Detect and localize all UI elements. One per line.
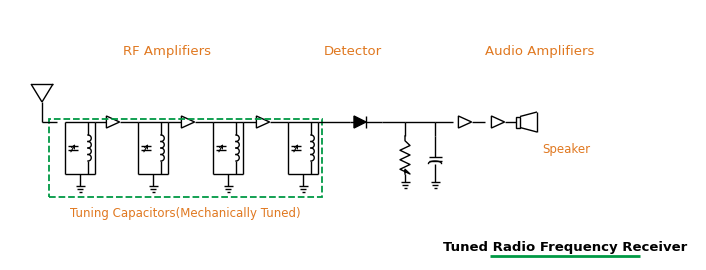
Text: Tuned Radio Frequency Receiver: Tuned Radio Frequency Receiver — [443, 241, 687, 255]
Text: RF Amplifiers: RF Amplifiers — [123, 45, 211, 58]
Text: Tuning Capacitors(Mechanically Tuned): Tuning Capacitors(Mechanically Tuned) — [70, 207, 300, 220]
Text: Detector: Detector — [324, 45, 382, 58]
Text: Audio Amplifiers: Audio Amplifiers — [485, 45, 594, 58]
Text: Speaker: Speaker — [542, 143, 590, 157]
Polygon shape — [354, 116, 366, 128]
Bar — [516, 116, 520, 127]
